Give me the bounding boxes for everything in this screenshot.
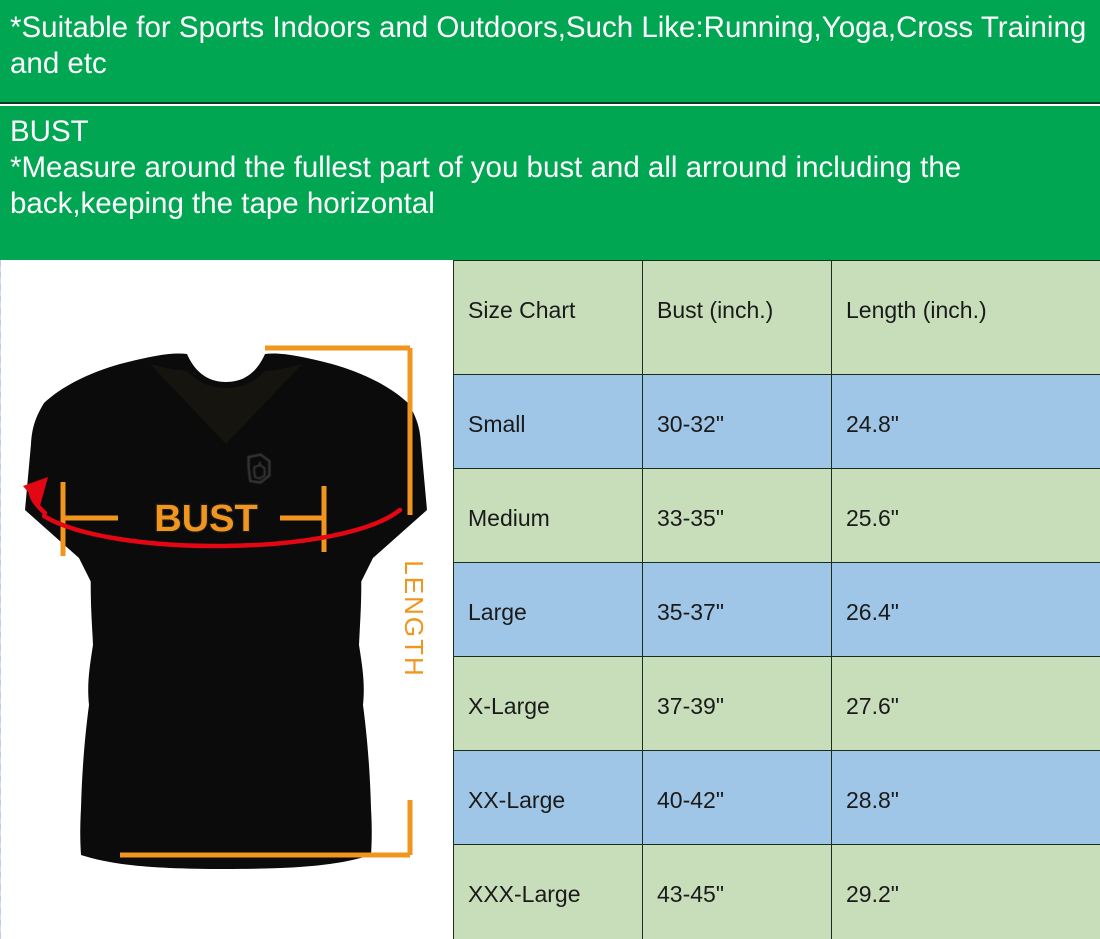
- svg-text:BUST: BUST: [154, 498, 257, 540]
- svg-text:LENGTH: LENGTH: [399, 560, 429, 677]
